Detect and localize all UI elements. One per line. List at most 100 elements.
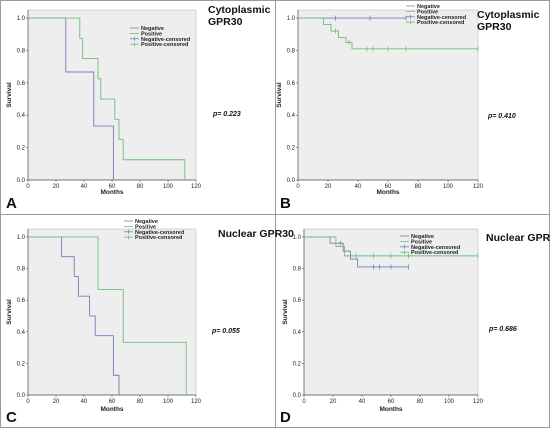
p-value-label: p= 0.223 bbox=[212, 111, 241, 118]
plot-area bbox=[297, 9, 479, 181]
chart-title: Nuclear GPR30 bbox=[218, 228, 294, 240]
y-tick-label: 0.2 bbox=[17, 361, 26, 367]
plot-area bbox=[27, 228, 197, 396]
y-tick-label: 0.0 bbox=[17, 393, 26, 399]
x-tick-label: 60 bbox=[385, 184, 392, 190]
y-tick-label: 0.4 bbox=[17, 330, 26, 336]
series-line-negative bbox=[304, 236, 409, 268]
legend-label: Positive-censored bbox=[411, 250, 458, 256]
legend-label: Positive-censored bbox=[135, 235, 182, 241]
x-tick-label: 60 bbox=[388, 399, 395, 405]
plot-area bbox=[27, 9, 197, 181]
y-tick-label: 0.6 bbox=[293, 298, 302, 304]
y-tick-label: 0.4 bbox=[17, 113, 26, 119]
legend-label: Negative-censored bbox=[417, 15, 466, 21]
panel-letter: A bbox=[6, 195, 17, 212]
x-axis-label: Months bbox=[379, 406, 402, 413]
y-tick-label: 1.0 bbox=[17, 16, 26, 22]
y-tick-label: 0.0 bbox=[287, 178, 296, 184]
y-axis-label: Survival bbox=[6, 82, 13, 107]
y-tick-label: 0.8 bbox=[17, 48, 26, 54]
chart-panel-c: 0.0 0.2 0.4 0.6 0.8 1.0 0 20 40 60 80 100 120 Months S… bbox=[6, 219, 294, 426]
x-tick-label: 20 bbox=[330, 399, 337, 405]
legend-label: Negative bbox=[135, 219, 158, 225]
p-value-label: p= 0.686 bbox=[488, 326, 517, 333]
y-tick-label: 0.0 bbox=[293, 393, 302, 399]
legend-label: Negative-censored bbox=[135, 230, 184, 236]
x-tick-label: 120 bbox=[191, 184, 202, 190]
x-tick-label: 100 bbox=[163, 184, 174, 190]
y-tick-label: 0.4 bbox=[293, 330, 302, 336]
p-value-label: p= 0.055 bbox=[211, 328, 240, 335]
legend-label: Negative-censored bbox=[411, 245, 460, 251]
y-tick-label: 0.8 bbox=[287, 48, 296, 54]
x-axis-label: Months bbox=[100, 406, 123, 413]
y-axis-label: Survival bbox=[6, 299, 13, 324]
y-tick-label: 0.8 bbox=[293, 267, 302, 273]
chart-title: Cytoplasmic bbox=[477, 9, 540, 21]
x-tick-label: 20 bbox=[53, 399, 60, 405]
legend-label: Negative-censored bbox=[141, 37, 190, 43]
x-tick-label: 100 bbox=[444, 399, 455, 405]
x-tick-label: 0 bbox=[296, 184, 300, 190]
x-tick-label: 0 bbox=[302, 399, 306, 405]
y-tick-label: 0.8 bbox=[17, 267, 26, 273]
x-tick-label: 60 bbox=[109, 399, 116, 405]
x-axis-label: Months bbox=[100, 189, 123, 196]
y-tick-label: 0.6 bbox=[17, 81, 26, 87]
legend-label: Positive-censored bbox=[417, 20, 464, 26]
y-tick-label: 0.2 bbox=[287, 146, 296, 152]
x-tick-label: 120 bbox=[473, 184, 484, 190]
x-tick-label: 80 bbox=[137, 399, 144, 405]
chart-title: GPR30 bbox=[477, 21, 512, 33]
legend-label: Positive bbox=[135, 224, 156, 230]
chart-panel-a: 0.0 0.2 0.4 0.6 0.8 1.0 0 20 40 60 80 100 120 Months S… bbox=[6, 4, 271, 212]
legend-label: Negative bbox=[417, 4, 440, 10]
series-line-positive bbox=[28, 17, 186, 180]
p-value-label: p= 0.410 bbox=[487, 113, 516, 120]
x-tick-label: 120 bbox=[473, 399, 484, 405]
y-tick-label: 1.0 bbox=[293, 235, 302, 241]
panel-letter: C bbox=[6, 409, 17, 426]
x-tick-label: 80 bbox=[415, 184, 422, 190]
x-tick-label: 120 bbox=[191, 399, 202, 405]
y-axis-label: Survival bbox=[276, 82, 283, 107]
x-tick-label: 40 bbox=[81, 184, 88, 190]
x-tick-label: 80 bbox=[137, 184, 144, 190]
series-line-positive bbox=[28, 236, 187, 395]
chart-title: Nuclear GPR30 bbox=[486, 232, 550, 244]
legend-label: Positive bbox=[141, 31, 162, 37]
y-tick-label: 1.0 bbox=[287, 16, 296, 22]
chart-panel-d: 0.0 0.2 0.4 0.6 0.8 1.0 0 20 40 60 80 100 120 Months S… bbox=[280, 228, 550, 426]
series-line-negative bbox=[28, 236, 120, 395]
x-tick-label: 40 bbox=[359, 399, 366, 405]
x-tick-label: 100 bbox=[443, 184, 454, 190]
y-tick-label: 0.0 bbox=[17, 178, 26, 184]
x-tick-label: 60 bbox=[109, 184, 116, 190]
y-axis-label: Survival bbox=[282, 299, 289, 324]
x-tick-label: 20 bbox=[325, 184, 332, 190]
x-tick-label: 20 bbox=[53, 184, 60, 190]
x-tick-label: 40 bbox=[355, 184, 362, 190]
legend-label: Positive bbox=[417, 9, 438, 15]
y-tick-label: 0.6 bbox=[17, 298, 26, 304]
x-tick-label: 80 bbox=[417, 399, 424, 405]
x-tick-label: 0 bbox=[26, 184, 30, 190]
y-tick-label: 0.6 bbox=[287, 81, 296, 87]
y-tick-label: 1.0 bbox=[17, 235, 26, 241]
chart-title: GPR30 bbox=[208, 16, 243, 28]
panel-letter: B bbox=[280, 195, 291, 212]
chart-title: Cytoplasmic bbox=[208, 4, 271, 16]
x-tick-label: 100 bbox=[163, 399, 174, 405]
x-tick-label: 40 bbox=[81, 399, 88, 405]
legend-label: Positive bbox=[411, 239, 432, 245]
y-tick-label: 0.4 bbox=[287, 113, 296, 119]
x-tick-label: 0 bbox=[26, 399, 30, 405]
legend-label: Positive-censored bbox=[141, 42, 188, 48]
panel-divider-horizontal bbox=[0, 214, 550, 215]
y-tick-label: 0.2 bbox=[293, 361, 302, 367]
chart-panel-b: 0.0 0.2 0.4 0.6 0.8 1.0 0 20 40 60 80 100 120 Months S… bbox=[276, 4, 540, 212]
panel-letter: D bbox=[280, 409, 291, 426]
x-axis-label: Months bbox=[376, 189, 399, 196]
y-tick-label: 0.2 bbox=[17, 146, 26, 152]
